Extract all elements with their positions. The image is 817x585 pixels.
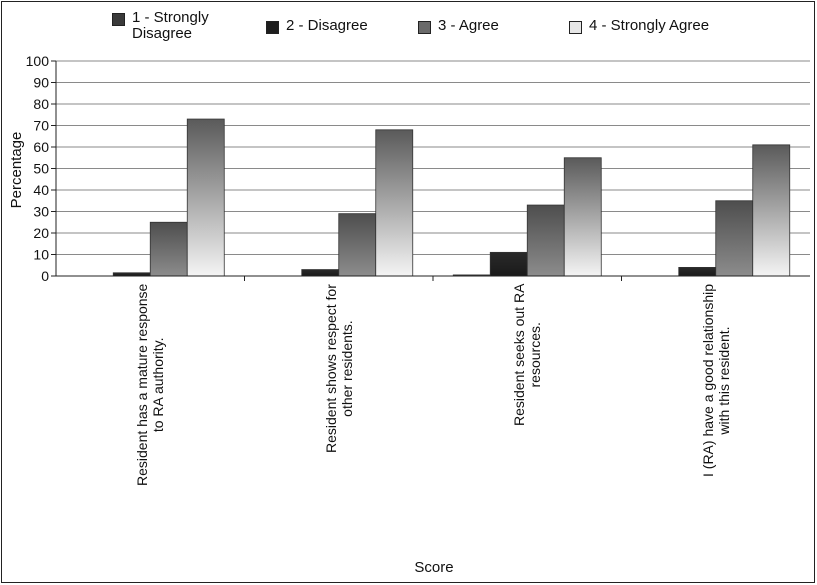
x-category-label: I (RA) have a good relationship with this… <box>700 284 732 477</box>
legend-item-strongly-disagree: 1 - Strongly Disagree <box>112 10 209 42</box>
x-category-label-line: with this resident. <box>715 326 732 435</box>
legend-label-strongly-disagree-line2: Disagree <box>132 25 193 42</box>
legend-label-strongly-disagree-line1: 1 - Strongly <box>132 9 209 26</box>
legend-item-agree: 3 - Agree <box>418 18 499 34</box>
y-tick-label: 60 <box>33 139 49 155</box>
legend-swatch-strongly-disagree <box>112 13 125 26</box>
y-tick-label: 70 <box>33 118 49 134</box>
y-tick-label: 0 <box>41 268 49 284</box>
bar-strongly-agree <box>375 129 414 277</box>
bar-strongly-agree <box>752 144 791 277</box>
bar-agree <box>526 204 565 277</box>
y-tick-label: 40 <box>33 182 49 198</box>
y-tick-label: 80 <box>33 96 49 112</box>
y-tick-label: 30 <box>33 204 49 220</box>
y-tick-label: 100 <box>26 53 50 69</box>
x-axis-title: Score <box>414 559 453 576</box>
bar-strongly-agree <box>186 118 225 277</box>
bar-disagree <box>678 266 717 277</box>
x-category-label-line: Resident has a mature response <box>134 283 151 486</box>
y-tick-label: 20 <box>33 225 49 241</box>
bars <box>112 118 791 277</box>
x-category-label-line: to RA authority. <box>150 337 167 433</box>
legend-swatch-disagree <box>266 21 279 34</box>
bar-agree <box>715 200 754 277</box>
x-category-label-line: resources. <box>527 322 544 388</box>
x-category-label-line: other residents. <box>338 320 355 417</box>
x-category-label: Resident shows respect for other resident… <box>323 284 355 453</box>
y-tick-label: 90 <box>33 75 49 91</box>
bar-disagree <box>301 269 340 277</box>
y-tick-label: 10 <box>33 247 49 263</box>
x-category-label: Resident seeks out RA resources. <box>511 284 543 426</box>
axes: 0 10 20 30 40 50 60 70 80 90 100 <box>26 53 810 284</box>
bar-agree <box>149 221 188 277</box>
x-category-label-line: Resident seeks out RA <box>511 283 528 426</box>
y-axis-title: Percentage <box>8 132 25 209</box>
bar-disagree <box>489 251 528 277</box>
legend-item-disagree: 2 - Disagree <box>266 18 368 34</box>
bar-agree <box>338 213 377 277</box>
legend-swatch-strongly-agree <box>569 21 582 34</box>
x-category-label: Resident has a mature response to RA auth… <box>134 284 166 486</box>
x-category-label-line: I (RA) have a good relationship <box>699 284 716 477</box>
x-category-label-line: Resident shows respect for <box>322 284 339 453</box>
legend-item-strongly-agree: 4 - Strongly Agree <box>569 18 709 34</box>
bar-strongly-agree <box>563 157 602 277</box>
legend-label-strongly-agree: 4 - Strongly Agree <box>589 17 710 34</box>
legend-swatch-agree <box>418 21 431 34</box>
legend-label-agree: 3 - Agree <box>438 17 499 34</box>
legend: 1 - Strongly Disagree 2 - Disagree 3 - A… <box>0 10 817 48</box>
y-tick-label: 50 <box>33 161 49 177</box>
legend-label-disagree: 2 - Disagree <box>286 17 368 34</box>
